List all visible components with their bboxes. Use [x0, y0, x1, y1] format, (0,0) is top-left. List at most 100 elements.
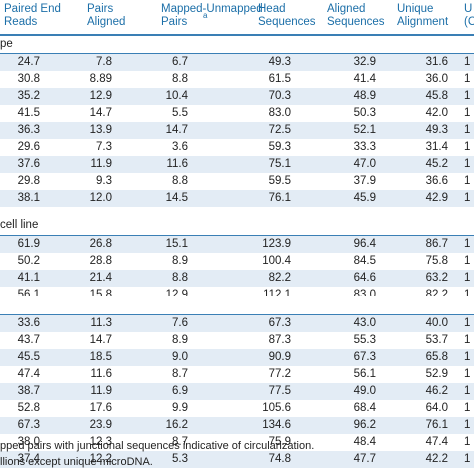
table-row: 35.2 12.9 10.4 70.3 48.9 45.8 1: [0, 88, 474, 105]
table-cell: 46.2: [425, 385, 448, 397]
table-cell: 48.9: [353, 90, 376, 102]
table-cell: 32.9: [353, 56, 376, 68]
table-cell: 40.0: [425, 317, 448, 329]
table-cell: 7.6: [172, 317, 188, 329]
table-cell: 83.0: [268, 107, 291, 119]
table-row: 45.5 18.5 9.0 90.9 67.3 65.8 1: [0, 349, 474, 366]
table-cell: 1: [464, 453, 471, 465]
table-row: 38.0 12.3 8.7 75.9 48.4 47.4 1: [0, 434, 474, 451]
table-cell: 18.5: [89, 351, 112, 363]
table-cell: 1: [464, 73, 471, 85]
table-cell: 41.4: [353, 73, 376, 85]
table-cell: 6.9: [172, 385, 188, 397]
table-cell: 21.4: [89, 272, 112, 284]
table-cell: 105.6: [262, 402, 291, 414]
table-cell: 52.9: [425, 368, 448, 380]
table-cell: 29.8: [17, 175, 40, 187]
table-cell: 26.8: [89, 238, 112, 250]
table-cell: 37.6: [17, 158, 40, 170]
table-cell: 1: [464, 436, 471, 448]
group-label: cell line: [0, 219, 39, 231]
table-cell: 5.5: [172, 107, 188, 119]
table-cell: 1: [464, 272, 471, 284]
table-cell: 1: [464, 175, 471, 187]
table-cell: 37.9: [353, 175, 376, 187]
table-row: 29.6 7.3 3.6 59.3 33.3 31.4 1: [0, 139, 474, 156]
table-cell: 8.8: [172, 73, 188, 85]
table-cell: 11.6: [90, 368, 112, 380]
table-cell: 1: [464, 351, 471, 363]
table-row: 67.3 23.9 16.2 134.6 96.2 76.1 1: [0, 417, 474, 434]
header-mapped-unmapped-pairs: Mapped-Unmapped Pairs: [161, 3, 263, 28]
table-cell: 75.8: [425, 255, 448, 267]
table-cell: 65.8: [425, 351, 448, 363]
table-row: 37.4 12.2 5.3 74.8 47.7 42.2 1: [0, 451, 474, 468]
table-cell: 86.7: [425, 238, 448, 250]
table-cell: 49.3: [268, 56, 291, 68]
table-cell: 38.0: [17, 436, 40, 448]
footnote-a: pped pairs with junctional sequences ind…: [0, 440, 315, 452]
table-cell: 24.7: [17, 56, 40, 68]
table-cell: 90.9: [268, 351, 291, 363]
table-row: 36.3 13.9 14.7 72.5 52.1 49.3 1: [0, 122, 474, 139]
table-row: 50.2 28.8 8.9 100.4 84.5 75.8 1: [0, 253, 474, 270]
table-cell: 15.1: [165, 238, 188, 250]
table-cell: 75.9: [268, 436, 291, 448]
table-cell: 87.3: [268, 334, 291, 346]
table-cell: 43.7: [17, 334, 40, 346]
table-cell: 12.0: [89, 192, 112, 204]
group-label: pe: [0, 38, 13, 50]
table-cell: 47.4: [425, 436, 448, 448]
table-cell: 63.2: [425, 272, 448, 284]
table-cell: 11.9: [90, 158, 112, 170]
table-cell: 45.9: [353, 192, 376, 204]
table-cell: 12.2: [89, 453, 112, 465]
table-cell: 59.5: [268, 175, 291, 187]
table-cell: 67.3: [268, 317, 291, 329]
table-cell: 8.9: [172, 334, 188, 346]
table-cell: 96.4: [353, 238, 376, 250]
table-cell: 14.7: [165, 124, 188, 136]
table-cell: 11.9: [90, 385, 112, 397]
table-row: 29.8 9.3 8.8 59.5 37.9 36.6 1: [0, 173, 474, 190]
table-cell: 67.3: [17, 419, 40, 431]
table-cell: 14.7: [89, 334, 112, 346]
table-cell: 35.2: [17, 90, 40, 102]
table-cell: 64.6: [353, 272, 376, 284]
table-cell: 53.7: [425, 334, 448, 346]
table-cell: 1: [464, 385, 471, 397]
table-cell: 45.8: [425, 90, 448, 102]
table-cell: 1: [464, 289, 471, 301]
table-cell: 64.0: [425, 402, 448, 414]
table-cell: 11.3: [90, 317, 112, 329]
table-cell: 1: [464, 368, 471, 380]
table-row: 47.4 11.6 8.7 77.2 56.1 52.9 1: [0, 366, 474, 383]
table-cell: 82.2: [268, 272, 291, 284]
table-cell: 1: [464, 192, 471, 204]
table-cell: 1: [464, 402, 471, 414]
table-cell: 42.2: [425, 453, 448, 465]
table-cell: 1: [464, 255, 471, 267]
table-cell: 1: [464, 238, 471, 250]
footnote-marker: a: [203, 11, 208, 20]
table-cell: 8.8: [172, 272, 188, 284]
table-cell: 70.3: [268, 90, 291, 102]
table-cell: 23.9: [89, 419, 112, 431]
table-cell: 47.4: [17, 368, 40, 380]
table-cell: 68.4: [353, 402, 376, 414]
table-cell: 8.9: [172, 255, 188, 267]
table-cell: 84.5: [353, 255, 376, 267]
table-cell: 61.9: [17, 238, 40, 250]
table-cell: 74.8: [268, 453, 291, 465]
table-cell: 6.7: [172, 56, 188, 68]
table-cell: 33.3: [353, 141, 376, 153]
table-cell: 1: [464, 419, 471, 431]
table-row: 43.7 14.7 8.9 87.3 55.3 53.7 1: [0, 332, 474, 349]
table-cell: 47.7: [353, 453, 376, 465]
table-cell: 8.8: [172, 175, 188, 187]
table-cell: 1: [464, 124, 471, 136]
header-aligned-sequences: Aligned Sequences: [327, 3, 385, 28]
table-cell: 14.7: [89, 107, 112, 119]
header-head-sequences: Head Sequences: [258, 3, 316, 28]
table-row: 41.1 21.4 8.8 82.2 64.6 63.2 1: [0, 270, 474, 287]
